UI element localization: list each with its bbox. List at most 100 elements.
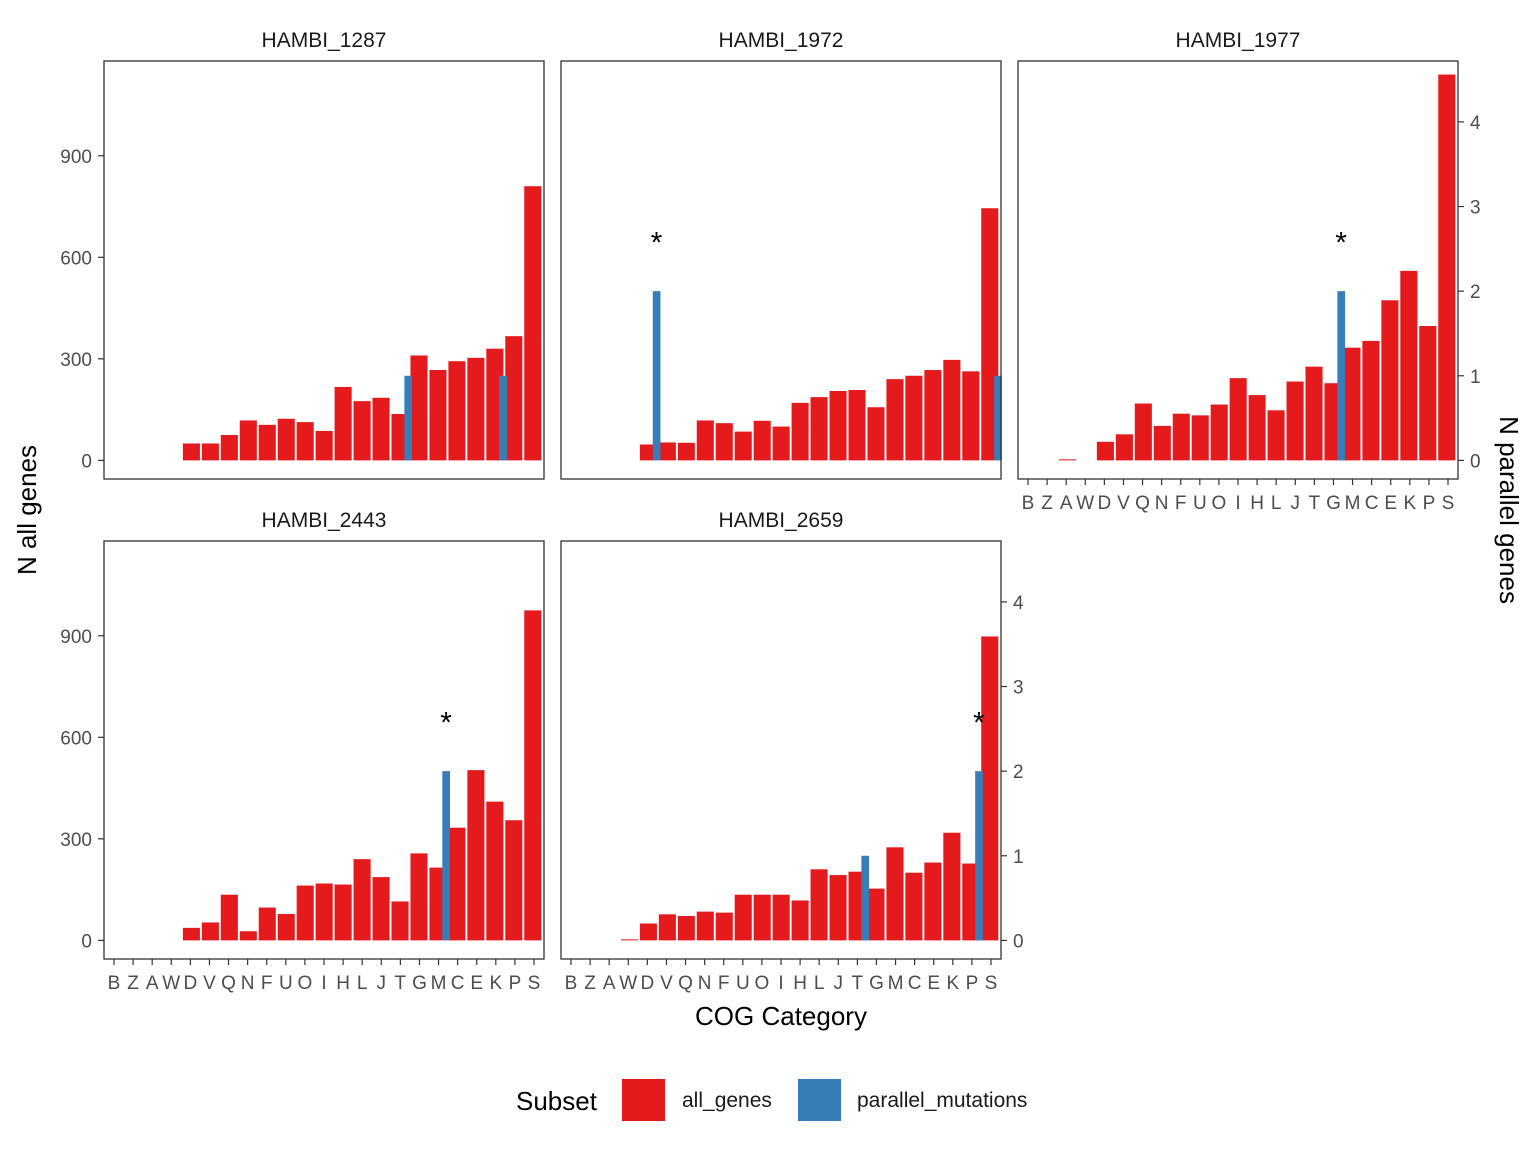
bar-all-genes-h (334, 386, 352, 461)
bar-all-genes-i (734, 431, 752, 461)
x-tick-label: P (1423, 493, 1436, 514)
x-tick-label: O (1212, 493, 1227, 514)
x-tick-label: G (1326, 493, 1341, 514)
bar-parallel-k (499, 375, 507, 461)
y2-tick-label: 3 (1470, 198, 1481, 219)
bar-all-genes-u (1191, 415, 1209, 461)
x-tick-label: M (888, 973, 904, 994)
bar-all-genes-s (524, 610, 542, 941)
x-tick-label: Q (1135, 493, 1150, 514)
panel-title: HAMBI_1287 (262, 29, 387, 52)
x-tick-label: G (412, 973, 427, 994)
bar-all-genes-s (505, 336, 523, 461)
panel-hambi_1287: HAMBI_1287 0 300 600 900 (60, 29, 545, 480)
y-tick-label: 300 (60, 350, 92, 371)
bar-all-genes-w (620, 939, 638, 941)
bar-all-genes-k (467, 357, 485, 461)
x-tick-label: A (603, 973, 616, 994)
x-tick-label: K (946, 973, 959, 994)
bar-all-genes-d (182, 927, 200, 941)
x-tick-label: B (1022, 493, 1035, 514)
x-tick-label: I (778, 973, 783, 994)
bar-parallel-s (994, 375, 1002, 461)
bar-all-genes-n (239, 420, 257, 461)
x-tick-label: Z (127, 973, 139, 994)
bar-all-genes-m (410, 355, 428, 461)
y-axis-title-left: N all genes (12, 445, 42, 575)
panel-title: HAMBI_2443 (262, 509, 387, 532)
bar-all-genes-q (220, 894, 238, 941)
x-tick-label: P (966, 973, 979, 994)
x-tick-label: E (470, 973, 483, 994)
bar-parallel-m (1337, 291, 1346, 461)
x-tick-label: U (1193, 493, 1207, 514)
y2-tick-label: 2 (1470, 282, 1481, 303)
x-tick-label: D (183, 973, 197, 994)
x-tick-label: T (852, 973, 864, 994)
x-tick-label: B (108, 973, 121, 994)
bar-all-genes-j (372, 877, 390, 941)
bar-all-genes-l (772, 426, 790, 461)
x-tick-label: A (146, 973, 159, 994)
x-tick-label: G (869, 973, 884, 994)
bar-all-genes-f (258, 424, 276, 461)
y-tick-label: 0 (81, 451, 92, 472)
x-tick-label: W (619, 973, 637, 994)
y2-tick-label: 3 (1013, 678, 1024, 699)
x-tick-label: L (814, 973, 825, 994)
bar-all-genes-n (1153, 425, 1171, 461)
bar-all-genes-j (829, 875, 847, 941)
bar-all-genes-i (315, 883, 333, 941)
x-tick-label: W (1076, 493, 1094, 514)
y-tick-label: 0 (81, 931, 92, 952)
x-tick-label: O (298, 973, 313, 994)
bar-all-genes-e (1381, 300, 1399, 461)
x-tick-label: U (279, 973, 293, 994)
x-tick-label: N (1155, 493, 1169, 514)
y2-tick-label: 1 (1470, 367, 1481, 388)
x-tick-label: M (1345, 493, 1361, 514)
bar-all-genes-p (962, 863, 980, 941)
bar-all-genes-n (658, 442, 676, 461)
panel-title: HAMBI_1972 (719, 29, 844, 52)
bar-all-genes-e (448, 361, 466, 461)
bar-all-genes-i (772, 894, 790, 941)
legend-swatch-parallel (798, 1079, 841, 1121)
legend-title: Subset (516, 1086, 598, 1116)
x-tick-label: J (377, 973, 387, 994)
bar-all-genes-h (1248, 395, 1266, 461)
x-tick-label: L (357, 973, 368, 994)
x-tick-label: Q (678, 973, 693, 994)
x-tick-label: Q (221, 973, 236, 994)
bar-all-genes-c (1362, 340, 1380, 461)
significance-star: * (651, 227, 663, 260)
x-tick-label: V (203, 973, 216, 994)
panel-title: HAMBI_1977 (1176, 29, 1301, 52)
bar-all-genes-p (486, 348, 504, 461)
bar-all-genes-n (696, 911, 714, 941)
bar-all-genes-s3 (981, 208, 999, 461)
x-tick-label: V (660, 973, 673, 994)
bar-all-genes-o (296, 422, 314, 461)
x-tick-label: M (431, 973, 447, 994)
x-tick-label: K (489, 973, 502, 994)
bar-all-genes-l (353, 859, 371, 941)
legend: Subset all_genes parallel_mutations (516, 1079, 1027, 1121)
x-tick-label: E (927, 973, 940, 994)
x-tick-label: I (321, 973, 326, 994)
bar-all-genes-n (239, 931, 257, 941)
x-tick-label: C (451, 973, 465, 994)
bar-all-genes-c (429, 370, 447, 461)
panel-title: HAMBI_2659 (719, 509, 844, 532)
x-tick-label: T (395, 973, 407, 994)
bar-all-genes-g (829, 391, 847, 461)
bar-all-genes-o (715, 423, 733, 461)
bar-all-genes-m (1343, 347, 1361, 461)
bar-all-genes-v (201, 443, 219, 461)
bar-all-genes-m (429, 867, 447, 941)
bar-all-genes-h (753, 420, 771, 461)
bar-all-genes-t (391, 901, 409, 941)
x-tick-label: V (1117, 493, 1130, 514)
bar-all-genes-o (296, 885, 314, 941)
